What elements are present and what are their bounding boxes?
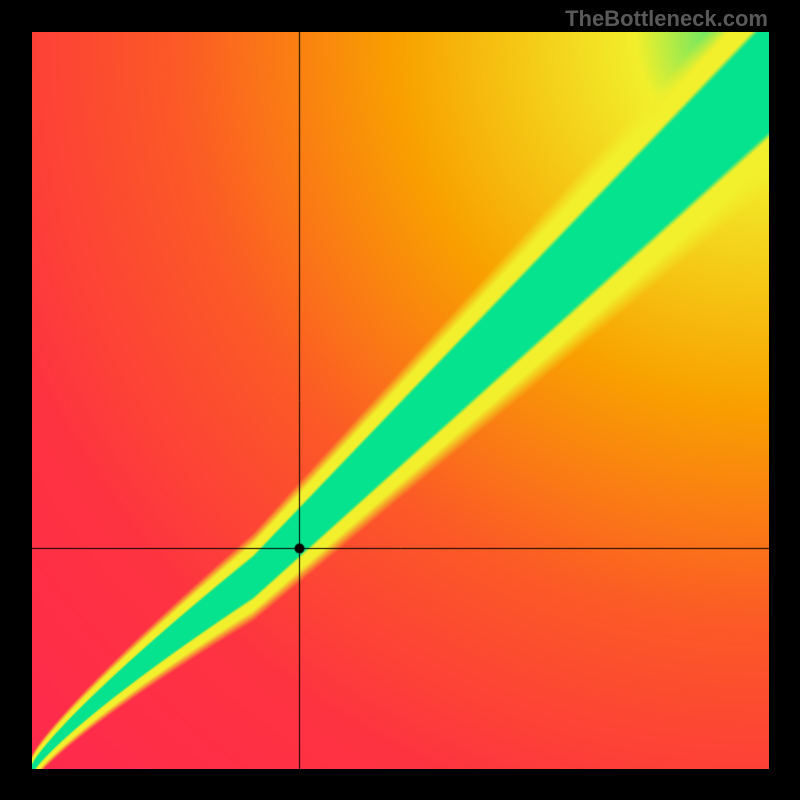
chart-container: TheBottleneck.com bbox=[0, 0, 800, 800]
watermark-text: TheBottleneck.com bbox=[565, 6, 768, 32]
bottleneck-heatmap bbox=[32, 32, 769, 769]
